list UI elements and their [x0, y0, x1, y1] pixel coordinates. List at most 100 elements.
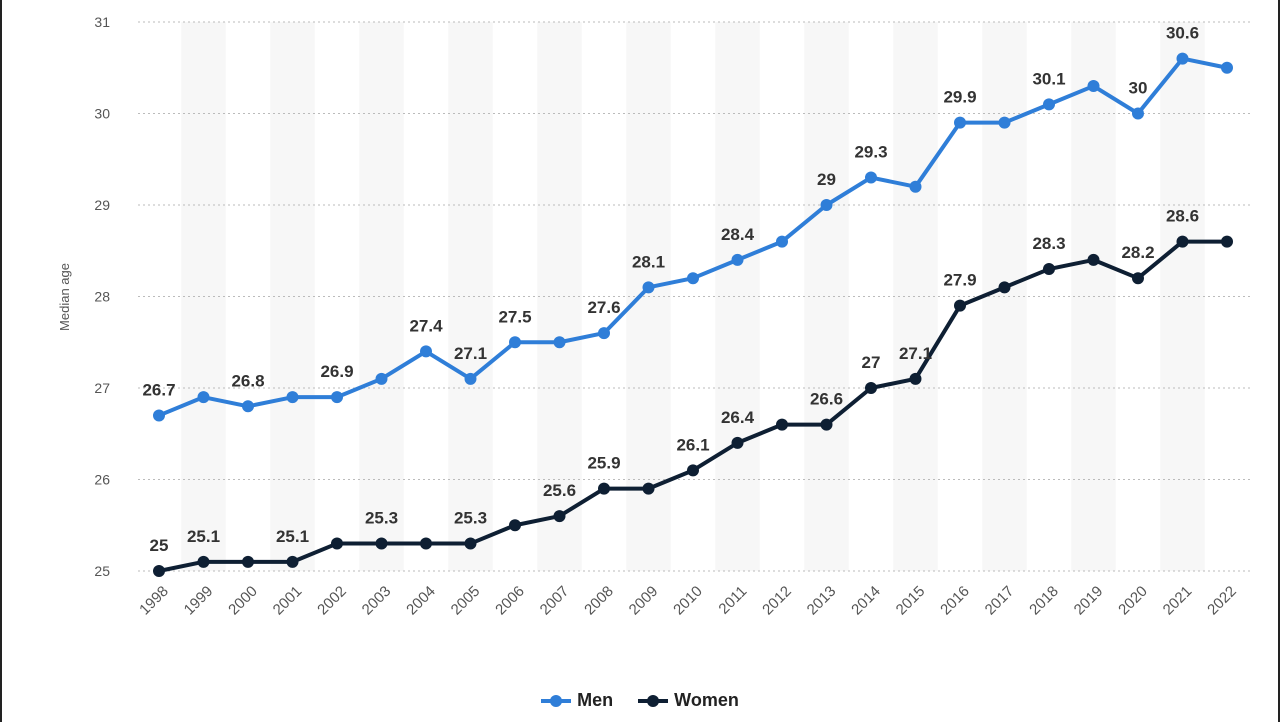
data-label-women: 28.6 [1166, 207, 1199, 226]
x-tick-label: 2008 [581, 583, 617, 619]
data-point-men [642, 281, 655, 294]
x-tick-label: 2011 [715, 583, 750, 618]
data-point-women [1221, 235, 1233, 248]
series-line-women [157, 239, 1229, 573]
legend-symbol-women [638, 694, 669, 707]
data-label-men: 29.3 [854, 143, 887, 162]
data-point-women [420, 537, 432, 550]
data-labels: 26.7 26.8 26.9 27.4 27.1 27.5 27.6 28.1 28.4 29 29… [142, 24, 1199, 555]
data-point-women [776, 418, 788, 431]
data-label-men: 29 [817, 170, 836, 189]
data-point-women [286, 555, 299, 568]
data-label-women: 28.3 [1032, 234, 1065, 253]
data-point-men [242, 400, 254, 413]
y-tick-label: 30 [94, 106, 110, 122]
x-tick-label: 2004 [403, 583, 439, 619]
data-label-men: 30.1 [1032, 69, 1065, 88]
data-label-women: 25.3 [365, 509, 398, 528]
data-point-women [820, 418, 833, 431]
x-tick-label: 2010 [670, 583, 706, 619]
data-point-men [909, 180, 922, 193]
data-point-women [998, 281, 1011, 294]
frame-left-edge [0, 0, 2, 722]
legend-item-men[interactable]: Men [541, 690, 613, 711]
data-point-women [553, 510, 566, 523]
data-point-women [509, 519, 521, 532]
x-tick-label: 2021 [1160, 583, 1196, 619]
data-label-women: 25.6 [543, 481, 576, 500]
data-label-women: 27.9 [943, 271, 976, 290]
data-point-women [1043, 263, 1055, 276]
data-point-men [731, 253, 744, 266]
x-tick-label: 2019 [1071, 583, 1107, 619]
data-point-men [553, 336, 566, 349]
data-point-men [153, 409, 165, 422]
data-point-men [776, 235, 788, 248]
data-label-women: 25.1 [276, 527, 309, 546]
x-tick-label: 2009 [626, 583, 662, 619]
data-label-women: 25 [150, 536, 169, 555]
data-point-women [954, 299, 966, 312]
data-label-men: 30 [1129, 79, 1148, 98]
data-point-men [420, 345, 432, 358]
data-point-men [687, 272, 699, 285]
data-point-women [375, 537, 388, 550]
data-point-women [687, 464, 699, 477]
data-point-women [1176, 235, 1189, 248]
data-label-men: 29.9 [943, 88, 976, 107]
data-point-men [197, 391, 210, 404]
legend-symbol-men [541, 694, 572, 707]
data-point-women [464, 537, 477, 550]
data-point-women [331, 537, 343, 550]
series-line-men [157, 56, 1229, 418]
background-band [715, 22, 760, 571]
data-label-men: 26.7 [142, 380, 175, 399]
data-label-women: 27.1 [899, 344, 932, 363]
data-point-men [286, 391, 299, 404]
x-tick-label: 2022 [1204, 583, 1240, 619]
x-tick-label: 2016 [937, 583, 973, 619]
data-point-women [731, 436, 744, 449]
x-tick-label: 1999 [181, 583, 217, 619]
y-tick-label: 26 [94, 472, 110, 488]
frame-right-edge [1278, 0, 1280, 722]
y-axis-label: Median age [57, 263, 72, 331]
data-label-women: 28.2 [1121, 243, 1154, 262]
data-point-men [820, 199, 833, 211]
background-band [1160, 22, 1205, 571]
data-point-women [598, 482, 610, 495]
data-point-women [197, 555, 210, 568]
data-label-women: 26.4 [721, 408, 755, 427]
x-tick-label: 2012 [759, 583, 795, 619]
data-point-women [909, 372, 922, 385]
background-band [448, 22, 493, 571]
x-tick-label: 2000 [225, 583, 261, 619]
data-label-men: 27.5 [498, 307, 531, 326]
data-point-women [1132, 272, 1144, 285]
y-tick-label: 31 [94, 14, 110, 30]
x-tick-label: 2017 [982, 583, 1018, 619]
x-tick-label: 2005 [448, 583, 484, 619]
data-label-men: 30.6 [1166, 24, 1199, 43]
data-point-men [509, 336, 521, 349]
data-label-men: 28.4 [721, 225, 755, 244]
data-label-women: 26.6 [810, 390, 843, 409]
x-axis-ticks: 1998 1999 2000 2001 2002 2003 2004 2005 2006 2007… [136, 583, 1240, 619]
background-band [359, 22, 404, 571]
y-tick-label: 27 [94, 380, 110, 396]
x-tick-label: 2006 [492, 583, 528, 619]
x-tick-label: 2001 [270, 583, 306, 619]
data-point-men [1087, 80, 1100, 93]
x-tick-label: 2018 [1026, 583, 1062, 619]
data-label-men: 27.1 [454, 344, 487, 363]
background-band [270, 22, 315, 571]
legend-label-women: Women [674, 690, 739, 710]
data-label-women: 27 [862, 353, 881, 372]
data-point-men [375, 372, 388, 385]
series-group [153, 52, 1233, 577]
x-tick-label: 2013 [804, 583, 840, 619]
background-band [893, 22, 938, 571]
legend-item-women[interactable]: Women [638, 690, 739, 711]
data-point-women [242, 555, 254, 568]
